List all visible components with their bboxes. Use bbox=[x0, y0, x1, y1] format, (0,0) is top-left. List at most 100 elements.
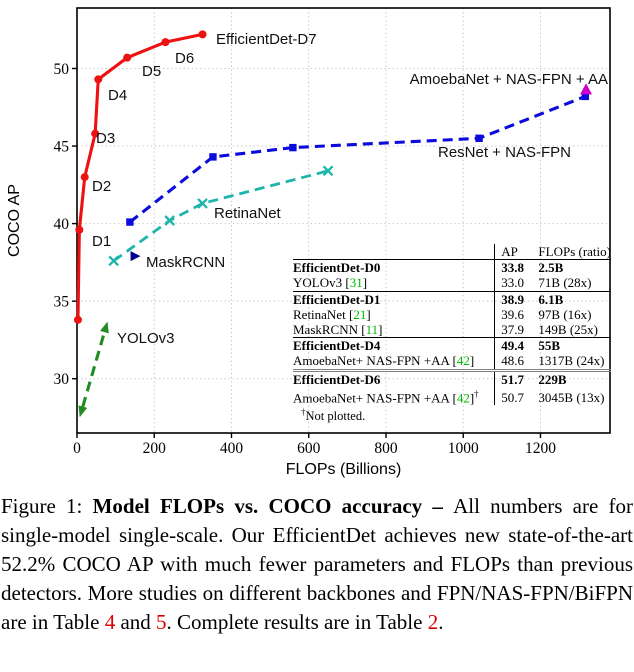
series-resnet-nas-fpn-marker bbox=[209, 153, 217, 161]
model-name-cell: EfficientDet-D1 bbox=[293, 290, 496, 307]
table-row: MaskRCNN [11] 37.9 149B (25x) bbox=[293, 322, 611, 338]
series-label: ResNet + NAS-FPN bbox=[438, 144, 571, 161]
citation-ref-link[interactable]: 31 bbox=[349, 275, 363, 291]
header-ap-cell: AP bbox=[494, 244, 534, 261]
series-label: RetinaNet bbox=[214, 205, 282, 222]
header-empty-cell bbox=[293, 244, 496, 261]
y-tick-label: 40 bbox=[54, 216, 70, 233]
x-tick-label: 1200 bbox=[525, 440, 556, 457]
model-name-cell: EfficientDet-D0 bbox=[293, 259, 496, 276]
table-ref-link[interactable]: 4 bbox=[104, 610, 116, 634]
header-flops-cell: FLOPs (ratio) bbox=[533, 244, 611, 261]
y-axis-label: COCO AP bbox=[6, 184, 23, 257]
table-row: AmoebaNet+ NAS-FPN +AA [42]† 50.7 3045B (1… bbox=[293, 386, 611, 406]
flops-value-cell: 71B (28x) bbox=[538, 275, 592, 291]
caption-text: Model FLOPs vs. COCO accuracy – bbox=[92, 494, 454, 518]
series-amoebanet-nas-fpn-aa-marker bbox=[580, 83, 593, 95]
caption-text: and bbox=[115, 610, 157, 634]
series-label: YOLOv3 bbox=[117, 330, 175, 347]
table-ref-link[interactable]: 2 bbox=[427, 610, 439, 634]
series-retinanet-marker bbox=[197, 198, 208, 209]
series-efficientdet-marker bbox=[91, 129, 100, 138]
series-label: MaskRCNN bbox=[146, 254, 225, 271]
plot-border bbox=[76, 7, 611, 434]
x-tick-label: 1000 bbox=[448, 440, 479, 457]
arrowhead bbox=[100, 321, 109, 334]
citation-ref-link[interactable]: 21 bbox=[353, 306, 367, 322]
y-tick-label: 45 bbox=[54, 139, 70, 156]
y-tick-label: 50 bbox=[54, 61, 70, 78]
series-yolov3-line bbox=[81, 331, 106, 408]
series-retinanet-marker bbox=[322, 165, 334, 177]
flops-value-cell: 55B bbox=[533, 337, 611, 354]
table-row: RetinaNet [21] 39.6 97B (16x) bbox=[293, 306, 611, 323]
ap-value-cell: 38.9 bbox=[494, 290, 534, 307]
series-efficientdet-marker bbox=[73, 315, 82, 324]
series-efficientdet-marker bbox=[123, 53, 132, 62]
table-ref-link[interactable]: 5 bbox=[156, 610, 167, 634]
flops-value-cell: 2.5B bbox=[533, 259, 611, 276]
flops-vs-ap-chart: 0 200 400 600 800 1000 1200 30 35 40 45 50 FLOPs (Bi… bbox=[6, 7, 611, 478]
citation-ref-link[interactable]: 42 bbox=[456, 353, 470, 369]
chart-canvas: 0 200 400 600 800 1000 1200 30 35 40 45 50 FLOPs (Bi… bbox=[6, 7, 611, 478]
series-efficientdet-line bbox=[76, 32, 203, 320]
flops-value-cell: 149B (25x) bbox=[538, 322, 598, 338]
caption-text: . Complete results are in Table bbox=[166, 610, 428, 634]
ap-value-cell: 33.0 bbox=[501, 275, 524, 291]
ap-value-cell: 48.6 bbox=[501, 353, 524, 369]
table-header-row: AP FLOPs (ratio) bbox=[293, 244, 611, 261]
series-retinanet-marker bbox=[108, 255, 120, 267]
model-name-cell: RetinaNet [21] bbox=[293, 306, 496, 323]
ap-value-cell: 50.7 bbox=[501, 390, 524, 406]
figure-caption: Figure 1: Model FLOPs vs. COCO accuracy … bbox=[1, 492, 633, 637]
series-resnet-nas-fpn-marker bbox=[581, 92, 589, 101]
series-resnet-nas-fpn-line bbox=[128, 94, 586, 224]
results-table: AP FLOPs (ratio) EfficientDet-D0 33.8 2.5B YO… bbox=[293, 244, 611, 425]
series-label: D4 bbox=[108, 87, 127, 104]
model-name-cell: AmoebaNet+ NAS-FPN +AA [42] bbox=[293, 353, 496, 371]
flops-value-cell: 1317B (24x) bbox=[538, 353, 605, 369]
model-name-cell: EfficientDet-D6 bbox=[293, 368, 496, 387]
series-label: D1 bbox=[92, 233, 111, 250]
model-name-cell: YOLOv3 [31] bbox=[293, 275, 496, 292]
ap-value-cell: 39.6 bbox=[501, 306, 524, 322]
caption-text: Figure 1: bbox=[1, 494, 93, 518]
x-tick-label: 600 bbox=[297, 440, 321, 457]
table-row: AmoebaNet+ NAS-FPN +AA [42] 48.6 1317B (24… bbox=[293, 353, 611, 371]
x-axis-label: FLOPs (Billions) bbox=[286, 461, 402, 478]
series-maskrcnn-marker bbox=[130, 251, 141, 262]
series-retinanet-line bbox=[112, 169, 329, 262]
y-tick-label: 35 bbox=[54, 294, 70, 311]
flops-value-cell: 97B (16x) bbox=[538, 306, 592, 322]
series-label: EfficientDet-D7 bbox=[216, 31, 317, 48]
series-resnet-nas-fpn-marker bbox=[475, 134, 483, 142]
flops-value-cell: 229B bbox=[533, 368, 611, 387]
series-label: D3 bbox=[96, 130, 115, 147]
model-name-cell: MaskRCNN [11] bbox=[293, 322, 496, 338]
flops-value-cell: 3045B (13x) bbox=[538, 390, 605, 406]
ap-value-cell: 33.8 bbox=[494, 259, 534, 276]
model-name-cell: EfficientDet-D4 bbox=[293, 337, 496, 354]
citation-ref-link[interactable]: 42 bbox=[456, 390, 470, 406]
table-row: EfficientDet-D1 38.9 6.1B bbox=[293, 290, 611, 307]
x-tick-label: 400 bbox=[220, 440, 244, 457]
ap-value-cell: 37.9 bbox=[501, 322, 524, 338]
series-efficientdet-marker bbox=[198, 30, 207, 39]
ap-value-cell: 49.4 bbox=[494, 337, 534, 354]
series-efficientdet-marker bbox=[94, 75, 103, 84]
caption-text: . bbox=[438, 610, 444, 634]
citation-ref-link[interactable]: 11 bbox=[365, 322, 379, 338]
flops-value-cell: 6.1B bbox=[533, 290, 611, 307]
inset-results-table: AP FLOPs (ratio) EfficientDet-D0 33.8 2.5B YO… bbox=[293, 244, 611, 425]
x-tick-label: 200 bbox=[143, 440, 167, 457]
footnote-cell: †Not plotted. bbox=[301, 407, 366, 424]
caption-text: All numbers are for single-model single-… bbox=[1, 494, 633, 634]
series-efficientdet-marker bbox=[161, 38, 170, 47]
x-tick-label: 0 bbox=[73, 440, 81, 457]
series-label: AmoebaNet + NAS-FPN + AA bbox=[410, 71, 608, 88]
ap-value-cell: 51.7 bbox=[494, 368, 534, 387]
table-row: EfficientDet-D6 51.7 229B bbox=[293, 368, 611, 387]
series-label: D6 bbox=[175, 50, 194, 67]
table-footnote-row: †Not plotted. bbox=[293, 405, 611, 424]
